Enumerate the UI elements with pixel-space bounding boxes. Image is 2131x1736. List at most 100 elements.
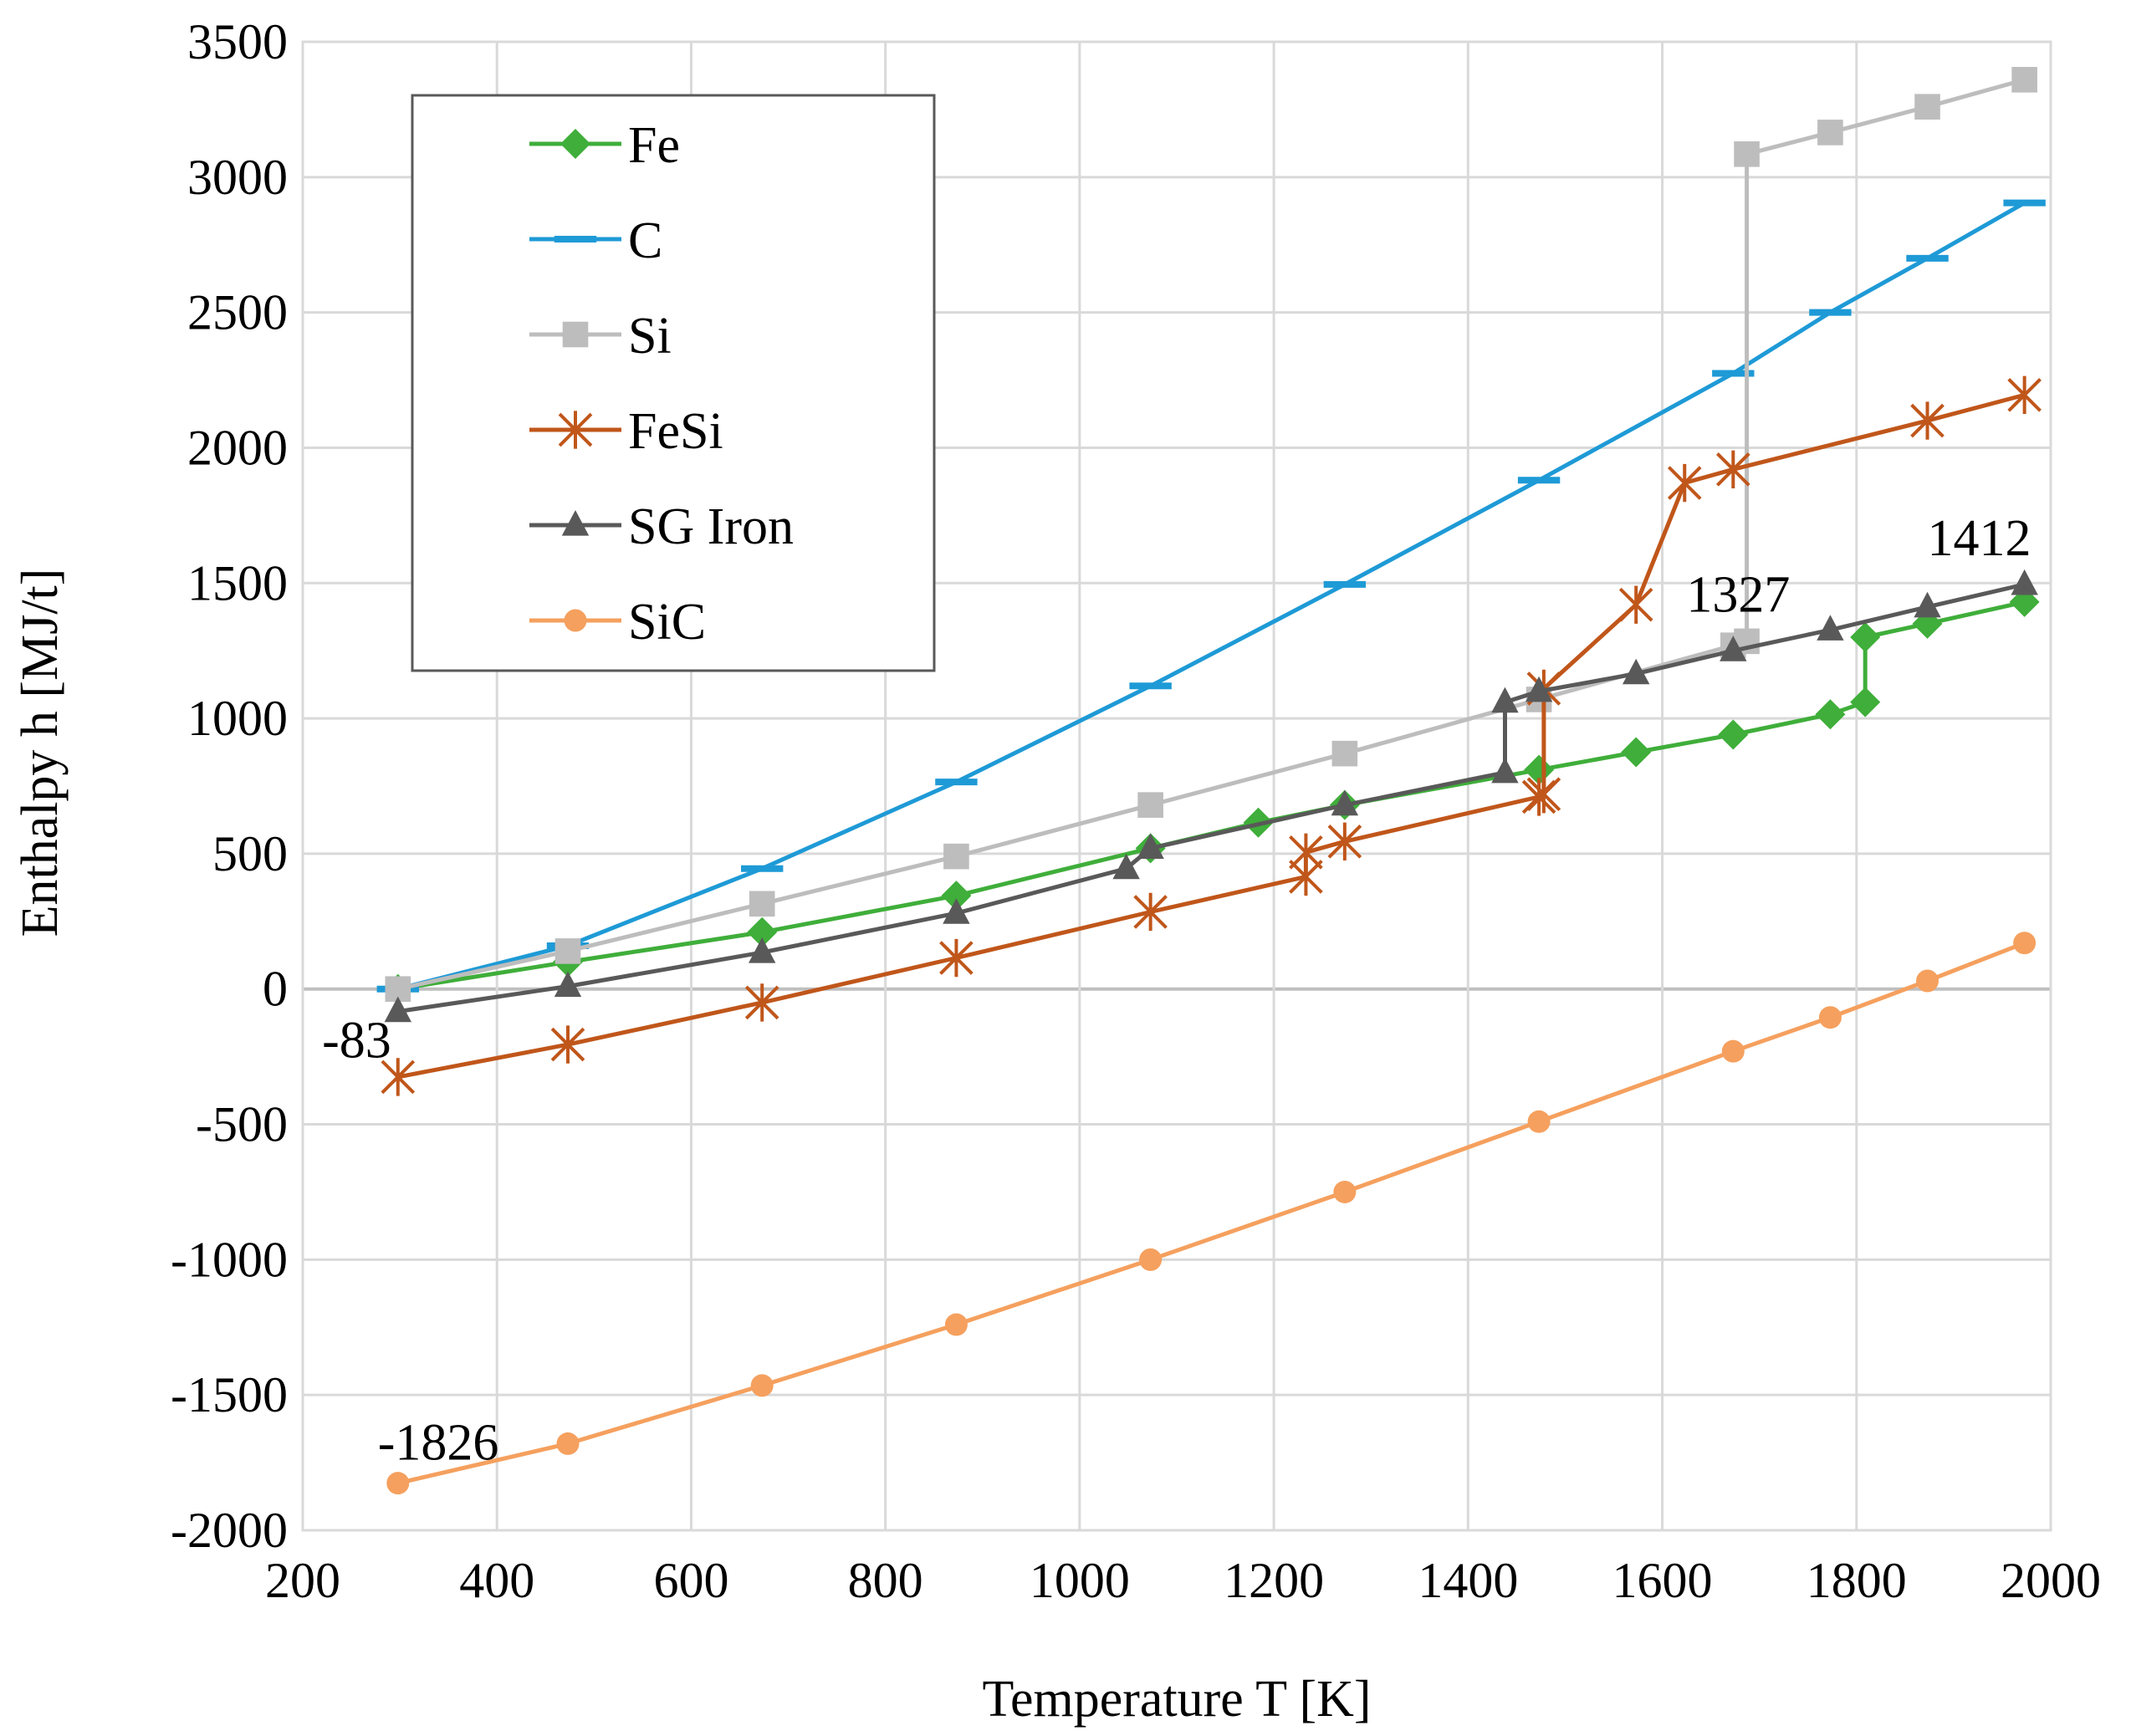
data-point-triangle	[1491, 757, 1519, 784]
y-tick-label: 500	[212, 826, 288, 881]
data-point-circle	[1721, 1039, 1745, 1063]
series-sic	[386, 932, 2036, 1495]
legend-label: Si	[628, 308, 672, 365]
x-tick-label: 1800	[1806, 1553, 1907, 1608]
y-tick-label: -2000	[171, 1503, 288, 1558]
data-point-triangle	[1817, 615, 1844, 641]
data-label: 1327	[1686, 566, 1790, 623]
data-point-diamond	[560, 129, 590, 159]
series-fesi	[381, 375, 2042, 1096]
data-point-triangle	[943, 898, 970, 924]
data-point-circle	[1818, 1006, 1842, 1029]
legend-label: FeSi	[628, 403, 723, 460]
data-point-triangle	[1525, 676, 1553, 702]
data-point-circle	[1916, 969, 1939, 993]
data-point-circle	[750, 1374, 774, 1397]
data-point-triangle	[384, 996, 411, 1023]
x-tick-label: 1000	[1030, 1553, 1130, 1608]
y-tick-label: -1000	[171, 1232, 288, 1287]
data-point-circle	[564, 609, 587, 632]
data-point-square	[943, 843, 969, 870]
y-tick-label: 2500	[187, 285, 288, 340]
annotations: -83 -1826 1327 1412	[322, 510, 2031, 1472]
series-line	[397, 392, 2026, 1080]
data-point-triangle	[554, 971, 582, 998]
data-point-square	[1137, 792, 1163, 818]
y-tick-label: 3000	[187, 150, 288, 205]
data-label: 1412	[1928, 510, 2031, 567]
legend-item: SG Iron	[529, 498, 794, 555]
y-tick-label: 1000	[187, 691, 288, 746]
data-point-circle	[556, 1432, 580, 1455]
data-point-square	[749, 891, 775, 917]
data-point-diamond	[1815, 699, 1846, 730]
legend-label: SiC	[628, 594, 706, 651]
data-point-diamond	[1850, 687, 1881, 717]
x-tick-label: 600	[653, 1553, 728, 1608]
tick-labels: -2000 -1500 -1000 -500 0 500 1000 1500 2000 2500 3…	[171, 14, 2101, 1608]
y-axis-title: Enthalpy h [MJ/t]	[12, 569, 69, 937]
data-point-triangle	[561, 510, 590, 536]
legend-box	[411, 94, 936, 672]
x-axis-title: Temperature T [K]	[982, 1671, 1371, 1728]
legend: Fe C Si FeSi SG Iron SiC	[411, 94, 936, 672]
data-point-triangle	[1331, 789, 1359, 816]
legend-item: Si	[529, 308, 672, 365]
series-si	[385, 67, 2037, 1003]
data-point-diamond	[747, 917, 778, 947]
x-tick-label: 200	[265, 1553, 340, 1608]
y-tick-label: -1500	[171, 1367, 288, 1422]
legend-item: Fe	[529, 117, 680, 174]
data-point-triangle	[1914, 591, 1941, 618]
y-tick-label: -500	[196, 1097, 288, 1152]
data-point-circle	[1333, 1180, 1357, 1203]
data-point-triangle	[1623, 658, 1650, 685]
data-point-diamond	[1718, 719, 1749, 750]
data-point-square	[1331, 740, 1358, 767]
data-point-circle	[944, 1313, 968, 1336]
legend-label: Fe	[628, 117, 680, 174]
legend-item: FeSi	[529, 403, 723, 460]
data-point-diamond	[1524, 754, 1555, 785]
data-point-diamond	[1850, 622, 1881, 652]
data-label: -1826	[378, 1415, 499, 1472]
x-tick-label: 800	[848, 1553, 923, 1608]
x-tick-label: 1400	[1418, 1553, 1518, 1608]
data-point-triangle	[1491, 687, 1519, 713]
data-point-circle	[1527, 1110, 1551, 1133]
data-point-triangle	[749, 937, 776, 963]
y-tick-label: 2000	[187, 420, 288, 475]
x-tick-label: 400	[459, 1553, 534, 1608]
data-point-circle	[2013, 932, 2036, 955]
y-tick-label: 0	[263, 962, 288, 1017]
axes	[301, 40, 2052, 1532]
plot-border	[301, 40, 2052, 1532]
series-layer	[376, 67, 2046, 1495]
legend-label: SG Iron	[628, 498, 794, 555]
legend-item: C	[529, 212, 662, 269]
data-point-triangle	[1720, 636, 1747, 661]
data-point-square	[562, 321, 589, 348]
x-tick-label: 1600	[1612, 1553, 1713, 1608]
x-tick-label: 1200	[1224, 1553, 1324, 1608]
x-tick-label: 2000	[2001, 1553, 2101, 1608]
data-point-square	[1817, 120, 1843, 146]
series-sg-iron	[384, 569, 2038, 1023]
series-line	[397, 941, 2026, 1486]
data-point-square	[1734, 141, 1760, 167]
y-tick-label: 1500	[187, 555, 288, 610]
data-point-circle	[386, 1472, 410, 1495]
data-point-triangle	[1112, 853, 1140, 880]
data-point-diamond	[1621, 737, 1652, 768]
data-point-circle	[1139, 1248, 1163, 1271]
legend-label: C	[628, 212, 662, 269]
data-point-square	[554, 938, 581, 964]
data-label: -83	[322, 1013, 391, 1070]
data-point-square	[2011, 67, 2037, 93]
data-point-diamond	[941, 881, 972, 911]
legend-item: SiC	[529, 594, 706, 651]
data-point-square	[1914, 94, 1940, 120]
data-point-triangle	[2011, 569, 2038, 595]
data-point-triangle	[1137, 833, 1164, 860]
y-tick-label: 3500	[187, 14, 288, 69]
